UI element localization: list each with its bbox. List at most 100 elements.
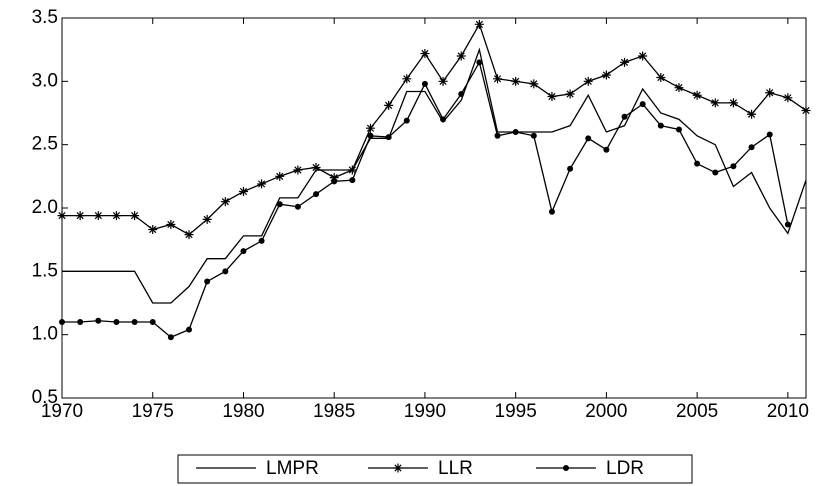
- dot-marker: [563, 465, 569, 471]
- star-marker: [474, 19, 484, 29]
- dot-marker: [639, 101, 646, 108]
- dot-marker: [131, 319, 138, 325]
- x-tick-label: 1975: [132, 401, 174, 422]
- dot-marker: [367, 132, 374, 139]
- star-marker: [747, 109, 757, 119]
- star-marker: [347, 165, 357, 175]
- y-tick-label: 2.0: [32, 197, 58, 218]
- x-tick-label: 1995: [495, 401, 537, 422]
- y-tick-label: 3.0: [32, 70, 58, 91]
- dot-marker: [621, 113, 628, 120]
- star-marker: [402, 74, 412, 84]
- dot-marker: [766, 131, 773, 138]
- dot-marker: [77, 319, 84, 325]
- series-line: [62, 22, 807, 236]
- dot-marker: [585, 135, 592, 142]
- dot-marker: [530, 132, 537, 139]
- dot-marker: [403, 117, 410, 124]
- star-marker: [547, 92, 557, 102]
- star-marker: [692, 90, 702, 100]
- star-marker: [529, 79, 539, 89]
- legend-label: LDR: [606, 458, 644, 479]
- dot-marker: [675, 126, 682, 133]
- star-marker: [384, 100, 394, 110]
- x-tick-label: 1985: [313, 401, 355, 422]
- star-marker: [674, 83, 684, 93]
- dot-marker: [149, 319, 156, 325]
- y-tick-label: 0.5: [32, 387, 58, 408]
- dot-marker: [421, 80, 428, 87]
- dot-marker: [494, 132, 501, 139]
- star-marker: [493, 74, 503, 84]
- star-marker: [57, 211, 67, 221]
- dot-marker: [95, 317, 102, 324]
- star-marker: [638, 51, 648, 61]
- y-tick-label: 1.0: [32, 324, 58, 345]
- dot-marker: [440, 116, 447, 123]
- star-marker: [257, 179, 267, 189]
- legend: LMPR LLR LDR: [177, 454, 693, 484]
- dot-marker: [730, 163, 737, 170]
- plot-frame: [61, 17, 807, 399]
- dot-marker: [186, 326, 193, 333]
- star-marker: [456, 51, 466, 61]
- dot-marker: [240, 248, 247, 255]
- star-marker: [184, 230, 194, 240]
- star-marker: [393, 463, 403, 473]
- star-marker: [202, 214, 212, 224]
- star-marker: [511, 76, 521, 86]
- dot-marker: [349, 177, 356, 184]
- y-tick-label: 2.5: [32, 134, 58, 155]
- legend-label: LLR: [438, 458, 473, 479]
- star-marker: [583, 76, 593, 86]
- x-tick-label: 2000: [585, 401, 627, 422]
- dot-marker: [694, 160, 701, 167]
- dot-marker: [458, 91, 465, 97]
- series-line: [62, 60, 789, 338]
- star-marker: [111, 211, 121, 221]
- dot-marker: [512, 129, 519, 135]
- dot-marker: [712, 169, 719, 176]
- star-marker: [220, 197, 230, 207]
- dot-marker: [294, 203, 301, 210]
- star-marker: [93, 211, 103, 221]
- star-marker: [620, 57, 630, 67]
- dot-marker: [385, 134, 392, 141]
- star-marker: [329, 173, 339, 183]
- star-marker: [311, 162, 321, 172]
- y-tick-label: 1.5: [32, 260, 58, 281]
- star-marker: [275, 171, 285, 181]
- star-marker: [565, 89, 575, 99]
- star-marker: [75, 211, 85, 221]
- dot-marker: [548, 208, 555, 215]
- star-marker: [710, 98, 720, 108]
- star-marker: [420, 48, 430, 58]
- star-marker: [765, 88, 775, 98]
- star-marker: [148, 225, 158, 235]
- star-marker: [728, 98, 738, 108]
- dot-marker: [476, 59, 483, 66]
- dot-marker: [657, 122, 664, 129]
- dot-marker: [603, 146, 610, 153]
- x-tick-label: 2010: [767, 401, 809, 422]
- dot-marker: [567, 165, 574, 172]
- star-marker: [656, 73, 666, 83]
- star-marker: [365, 123, 375, 133]
- dot-marker: [204, 278, 211, 285]
- legend-box: [177, 454, 693, 484]
- series-line: [62, 47, 807, 304]
- dot-marker: [113, 319, 120, 325]
- star-marker: [601, 70, 611, 80]
- star-marker: [238, 187, 248, 197]
- star-marker: [293, 165, 303, 175]
- y-tick-label: 3.5: [32, 7, 58, 28]
- dot-marker: [331, 178, 338, 185]
- dot-marker: [167, 334, 174, 341]
- star-marker: [130, 211, 140, 221]
- x-tick-label: 2005: [676, 401, 718, 422]
- dot-marker: [784, 221, 791, 228]
- star-marker: [801, 105, 811, 115]
- legend-label: LMPR: [266, 458, 319, 479]
- x-tick-label: 1990: [404, 401, 446, 422]
